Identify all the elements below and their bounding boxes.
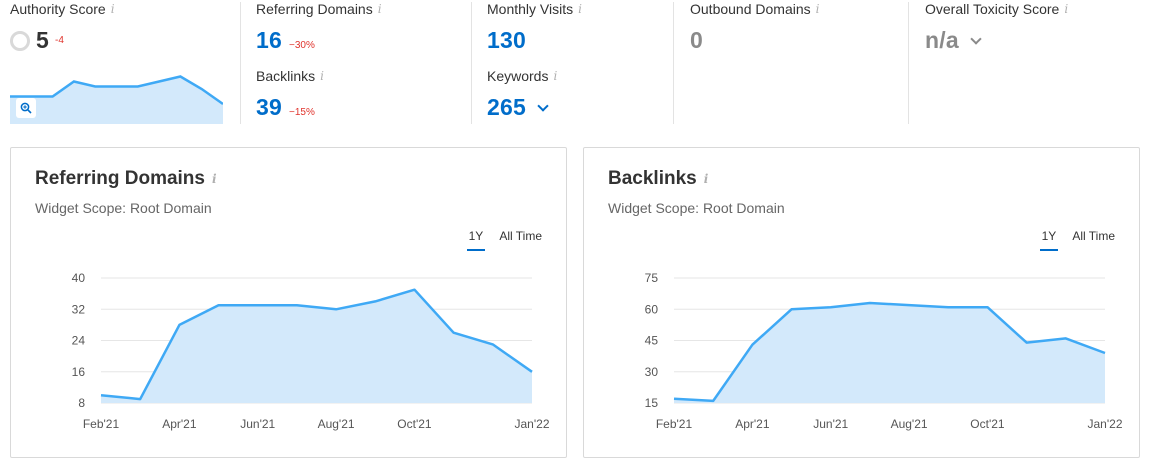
x-tick-label: Feb'21: [83, 417, 120, 431]
widget-scope: Widget Scope: Root Domain: [608, 200, 785, 216]
authority-score-label-row: Authority Score i: [10, 0, 232, 18]
range-toggle: 1Y All Time: [1039, 229, 1115, 251]
monthly-visits-widget: Monthly Visits i 130 Keywords i 265: [487, 0, 657, 124]
authority-score-widget: Authority Score i 5 -4: [10, 0, 232, 124]
card-title-row: Referring Domains i: [35, 168, 217, 190]
referring-domains-delta: −30%: [288, 40, 315, 51]
outbound-domains-value-row: 0: [690, 27, 890, 54]
backlinks-delta: −15%: [288, 107, 315, 118]
x-tick-label: Aug'21: [891, 417, 928, 431]
range-all-time-button[interactable]: All Time: [1072, 229, 1115, 243]
referring-domains-value-row: 16 −30%: [256, 27, 456, 54]
info-icon[interactable]: i: [703, 172, 709, 186]
info-icon[interactable]: i: [377, 2, 382, 16]
chevron-down-icon[interactable]: [970, 33, 982, 45]
range-1y-button[interactable]: 1Y: [466, 229, 485, 251]
y-tick-label: 45: [645, 334, 659, 348]
y-tick-label: 40: [72, 271, 86, 285]
x-tick-label: Apr'21: [735, 417, 770, 431]
y-tick-label: 16: [72, 365, 86, 379]
authority-sparkline: [10, 75, 223, 124]
sparkline-line: [10, 75, 223, 106]
x-tick-label: Jan'22: [515, 417, 550, 431]
y-tick-label: 30: [645, 365, 659, 379]
range-all-time-button[interactable]: All Time: [499, 229, 542, 243]
outbound-domains-widget: Outbound Domains i 0: [690, 0, 890, 124]
keywords-label-row: Keywords i: [487, 67, 657, 85]
divider: [673, 2, 674, 124]
backlinks-value-row: 39 −15%: [256, 94, 456, 121]
outbound-domains-value: 0: [690, 27, 703, 53]
y-tick-label: 8: [78, 396, 85, 410]
series-area: [674, 303, 1105, 403]
referring-domains-card: Referring Domains i Widget Scope: Root D…: [10, 147, 567, 458]
backlinks-value[interactable]: 39: [256, 94, 282, 120]
zoom-in-icon[interactable]: [16, 98, 36, 118]
keywords-value-row[interactable]: 265: [487, 94, 657, 121]
info-icon[interactable]: i: [320, 69, 324, 83]
x-tick-label: Jun'21: [813, 417, 848, 431]
toxicity-score-label-row: Overall Toxicity Score i: [925, 0, 1145, 18]
x-tick-label: Jun'21: [240, 417, 275, 431]
x-tick-label: Aug'21: [318, 417, 355, 431]
referring-domains-widget: Referring Domains i 16 −30% Backlinks i …: [256, 0, 456, 124]
range-toggle: 1Y All Time: [466, 229, 542, 251]
authority-score-value-row: 5 -4: [10, 27, 232, 54]
series-line: [673, 301, 1106, 403]
x-tick-label: Oct'21: [970, 417, 1005, 431]
outbound-domains-label: Outbound Domains: [690, 1, 811, 17]
referring-domains-value[interactable]: 16: [256, 27, 282, 53]
divider: [471, 2, 472, 124]
x-tick-label: Apr'21: [162, 417, 197, 431]
referring-domains-label-row: Referring Domains i: [256, 0, 456, 18]
y-tick-label: 15: [645, 396, 659, 410]
monthly-visits-label: Monthly Visits: [487, 1, 574, 17]
toxicity-score-label: Overall Toxicity Score: [925, 1, 1060, 17]
series-area: [101, 289, 532, 403]
info-icon[interactable]: i: [1064, 2, 1069, 16]
x-tick-label: Oct'21: [397, 417, 432, 431]
authority-score-delta: -4: [55, 35, 64, 46]
authority-score-label: Authority Score: [10, 1, 106, 17]
toxicity-score-value-row[interactable]: n/a: [925, 27, 1145, 54]
x-tick-label: Jan'22: [1088, 417, 1123, 431]
range-1y-button[interactable]: 1Y: [1039, 229, 1058, 251]
divider: [908, 2, 909, 124]
toxicity-score-widget: Overall Toxicity Score i n/a: [925, 0, 1145, 124]
outbound-domains-label-row: Outbound Domains i: [690, 0, 890, 18]
score-ring-icon: [10, 30, 30, 51]
info-icon[interactable]: i: [211, 172, 217, 186]
sparkline-area: [10, 76, 223, 124]
keywords-label: Keywords: [487, 68, 549, 84]
y-tick-label: 24: [72, 334, 86, 348]
widget-scope: Widget Scope: Root Domain: [35, 200, 212, 216]
backlinks-label: Backlinks: [256, 68, 316, 84]
y-tick-label: 32: [72, 302, 86, 316]
x-tick-label: Feb'21: [656, 417, 693, 431]
y-tick-label: 60: [645, 302, 659, 316]
info-icon[interactable]: i: [553, 69, 558, 83]
metrics-strip: Authority Score i 5 -4 Referring Domains…: [0, 0, 1150, 130]
monthly-visits-value-row: 130: [487, 27, 657, 54]
referring-domains-label: Referring Domains: [256, 1, 373, 17]
keywords-value[interactable]: 265: [487, 94, 526, 120]
series-line: [100, 288, 533, 401]
toxicity-score-value[interactable]: n/a: [925, 27, 959, 53]
backlinks-chart: 15 30 45 60 75 Feb'21 Apr'21 Jun'21 Aug'21 Oct'21…: [645, 271, 1123, 431]
info-icon[interactable]: i: [578, 2, 582, 16]
info-icon[interactable]: i: [815, 2, 820, 16]
backlinks-label-row: Backlinks i: [256, 67, 456, 85]
monthly-visits-value[interactable]: 130: [487, 27, 526, 53]
y-tick-label: 75: [645, 271, 659, 285]
monthly-visits-label-row: Monthly Visits i: [487, 0, 657, 18]
chevron-down-icon[interactable]: [537, 100, 549, 112]
card-title: Backlinks: [608, 168, 697, 189]
card-title-row: Backlinks i: [608, 168, 708, 190]
divider: [240, 2, 241, 124]
card-title: Referring Domains: [35, 168, 205, 189]
backlinks-card: Backlinks i Widget Scope: Root Domain 1Y…: [583, 147, 1140, 458]
authority-score-value: 5: [36, 27, 49, 53]
info-icon[interactable]: i: [110, 2, 115, 16]
referring-domains-chart: 8 16 24 32 40 Feb'21 Apr'21 Jun'21 Aug'21 Oct'21 J…: [72, 271, 550, 431]
